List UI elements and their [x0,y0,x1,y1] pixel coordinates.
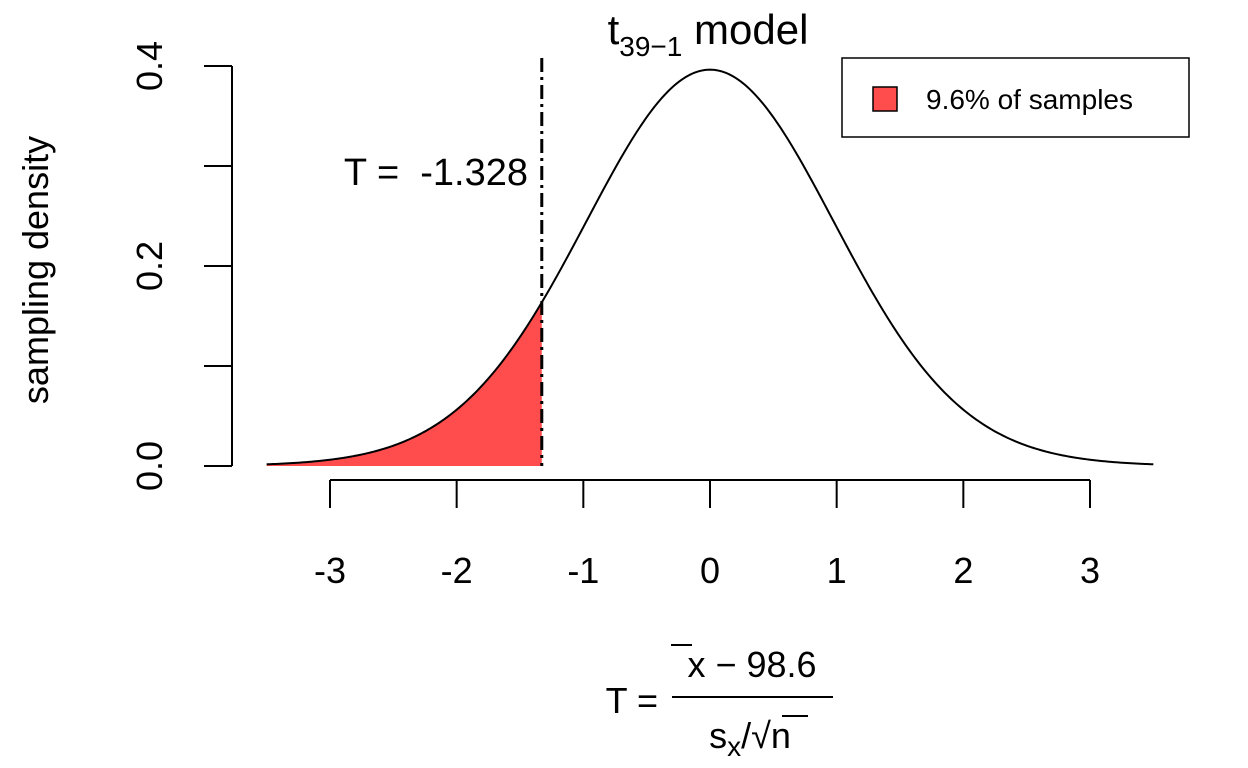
numerator-rest: − 98.6 [705,644,816,685]
y-tick-label: 0.4 [129,41,170,91]
denominator-n: n [771,715,791,756]
x-axis-title-lhs: T = [606,680,668,721]
observed-t-annotation: T = -1.328 [344,152,528,194]
legend-label: 9.6% of samples [926,84,1133,115]
denominator-s: s [709,715,727,756]
x-axis: -3 -2 -1 0 1 2 3 [314,479,1100,591]
density-curve [266,68,1154,466]
y-tick-label: 0.2 [129,241,170,291]
title-subscript: 39−1 [619,31,682,62]
x-axis-title: T = x − 98.6 sx/√n [606,644,833,762]
denominator-slash: / [741,715,751,756]
title-t: t [608,6,620,53]
legend: 9.6% of samples [841,57,1190,138]
denominator-sqrt: √ [751,715,771,756]
chart-title: t39−1 model [608,6,809,62]
shaded-tail-area [266,302,542,466]
x-tick-label: 0 [700,550,720,591]
x-tick-label: -1 [567,550,599,591]
x-tick-label: 1 [827,550,847,591]
x-tick-label: -3 [314,550,346,591]
xbar-symbol: x [687,644,705,685]
x-tick-label: 3 [1080,550,1100,591]
y-axis-title: sampling density [15,136,56,404]
denominator-subscript: x [727,731,741,762]
title-rest: model [682,6,808,53]
y-axis: 0.0 0.2 0.4 [129,41,233,491]
legend-swatch [872,86,898,112]
x-axis-title-numerator: x − 98.6 [687,644,816,685]
x-axis-title-denominator: sx/√n [709,715,791,762]
legend-box [841,57,1190,138]
y-tick-label: 0.0 [129,441,170,491]
x-tick-label: 2 [953,550,973,591]
x-tick-label: -2 [441,550,473,591]
